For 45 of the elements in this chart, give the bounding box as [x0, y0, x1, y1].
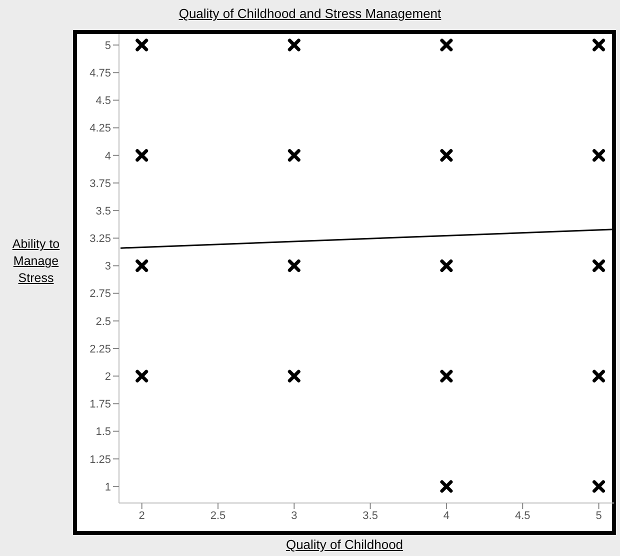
- chart-title: Quality of Childhood and Stress Management: [178, 6, 442, 21]
- x-tick-label: 4.5: [514, 510, 530, 522]
- y-tick-label: 3: [104, 260, 111, 273]
- y-tick-label: 2: [104, 371, 111, 383]
- x-tick-label: 2: [138, 510, 145, 522]
- point: [136, 149, 148, 162]
- y-tick-label: 3.5: [96, 205, 111, 218]
- y-tick-label: 2.75: [90, 288, 111, 300]
- point: [592, 480, 606, 493]
- point: [592, 38, 606, 52]
- x-tick-label: 3: [291, 510, 298, 522]
- y-tick-label: 2.5: [96, 316, 111, 328]
- point: [592, 370, 606, 382]
- x-axis-title: Quality of Childhood: [284, 537, 404, 552]
- point: [288, 38, 300, 52]
- x-tick-label: 3.5: [362, 510, 378, 522]
- point: [136, 38, 148, 52]
- y-tick-label: 3.25: [90, 233, 111, 246]
- y-tick-label: 4.5: [96, 95, 111, 108]
- point: [592, 149, 606, 162]
- point: [440, 259, 453, 272]
- point: [136, 259, 148, 272]
- point: [440, 480, 453, 493]
- point: [440, 370, 453, 382]
- y-tick-label: 4: [104, 150, 111, 162]
- y-axis-title: Ability to Manage Stress: [11, 236, 61, 287]
- y-tick-label: 3.75: [90, 178, 111, 190]
- point: [288, 370, 300, 382]
- y-tick-label: 1.25: [90, 454, 111, 466]
- point: [592, 259, 606, 272]
- y-tick-label: 4.75: [90, 68, 111, 80]
- y-tick-label: 2.25: [90, 343, 111, 356]
- point: [136, 370, 148, 382]
- point: [440, 38, 453, 52]
- point: [440, 149, 453, 162]
- y-tick-label: 1.75: [90, 398, 111, 411]
- y-tick-label: 5: [104, 40, 111, 52]
- y-tick-label: 1.5: [96, 426, 111, 438]
- y-tick-label: 1: [104, 481, 111, 494]
- point: [288, 259, 300, 272]
- point: [288, 149, 300, 162]
- y-tick-label: 4.25: [90, 122, 111, 135]
- x-tick-label: 2.5: [210, 510, 226, 522]
- x-tick-label: 5: [596, 510, 602, 522]
- x-tick-label: 4: [443, 510, 450, 522]
